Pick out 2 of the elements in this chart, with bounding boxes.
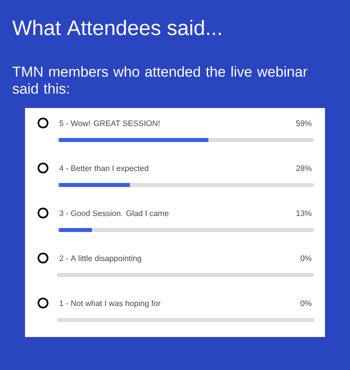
chart-subtitle: TMN members who attended the live webinar said this:	[12, 66, 308, 94]
chart-title: What Attendees said...	[12, 20, 221, 36]
